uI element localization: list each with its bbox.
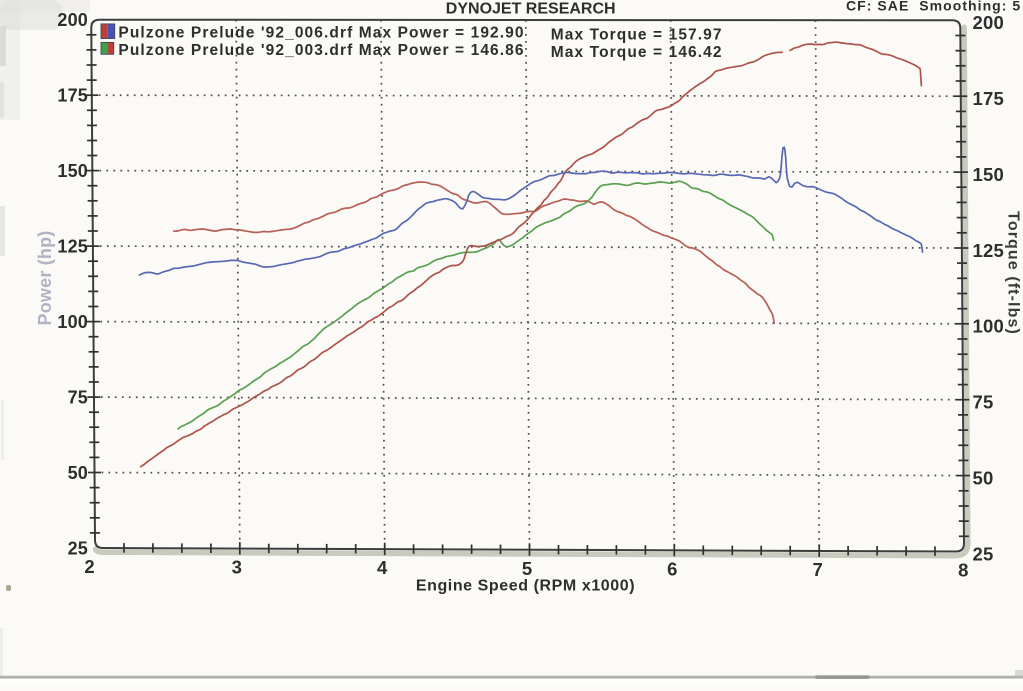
svg-text:DYNOJET RESEARCH: DYNOJET RESEARCH	[446, 1, 616, 18]
svg-text:25: 25	[68, 538, 88, 558]
svg-text:4: 4	[377, 557, 388, 578]
svg-text:100: 100	[57, 312, 88, 332]
svg-text:125: 125	[57, 236, 88, 256]
svg-text:Torque (ft-lbs): Torque (ft-lbs)	[1005, 211, 1022, 335]
svg-text:6: 6	[667, 558, 677, 579]
svg-text:200: 200	[57, 10, 88, 30]
svg-text:150: 150	[57, 161, 88, 181]
svg-text:Engine Speed (RPM x1000): Engine Speed (RPM x1000)	[416, 577, 635, 594]
svg-text:25: 25	[973, 543, 994, 564]
svg-text:175: 175	[57, 85, 88, 105]
svg-text:Power (hp): Power (hp)	[35, 231, 55, 326]
svg-text:5: 5	[522, 558, 532, 579]
svg-text:Max Torque = 146.42: Max Torque = 146.42	[551, 44, 723, 61]
svg-text:2: 2	[84, 556, 94, 577]
svg-text:3: 3	[232, 557, 242, 578]
svg-text:75: 75	[973, 392, 994, 413]
svg-text:50: 50	[973, 467, 994, 488]
svg-text:CF: SAE Smoothing: 5: CF: SAE Smoothing: 5	[846, 0, 1021, 14]
svg-text:150: 150	[973, 164, 1004, 185]
svg-text:7: 7	[813, 559, 823, 580]
svg-text:Pulzone Prelude '92_003.drf Ma: Pulzone Prelude '92_003.drf Max Power = …	[118, 42, 524, 59]
svg-text:50: 50	[68, 463, 88, 483]
svg-text:125: 125	[973, 240, 1004, 261]
svg-text:75: 75	[68, 387, 88, 407]
svg-text:8: 8	[958, 560, 968, 581]
svg-text:100: 100	[973, 316, 1004, 337]
svg-text:200: 200	[973, 12, 1004, 33]
svg-text:Max Torque = 157.97: Max Torque = 157.97	[551, 26, 723, 43]
svg-text:175: 175	[973, 88, 1004, 109]
svg-text:Pulzone Prelude '92_006.drf Ma: Pulzone Prelude '92_006.drf Max Power = …	[118, 25, 524, 42]
